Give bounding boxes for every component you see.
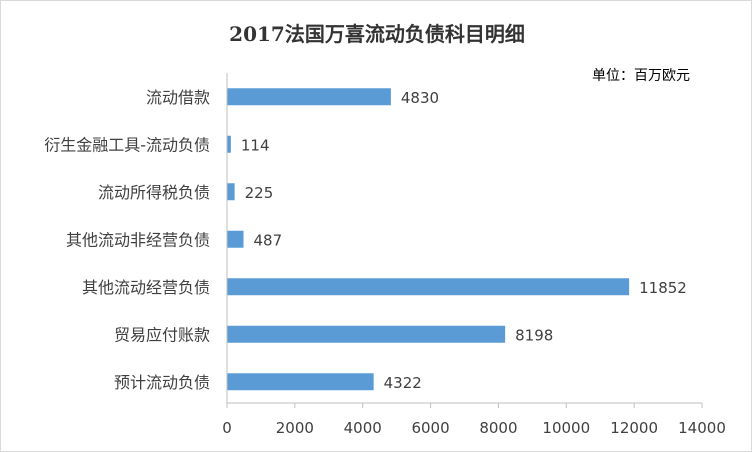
data-labels-group: 4830 114 225 487 11852 8198 4322 [241,89,687,392]
bar [227,373,374,391]
x-tick-label: 4000 [344,419,382,437]
bar [227,183,235,201]
bar [227,88,391,106]
category-label: 预计流动负债 [114,373,210,392]
x-axis: 0 2000 4000 6000 8000 10000 12000 14000 [222,73,726,437]
category-label: 其他流动经营负债 [82,278,210,297]
category-label: 贸易应付账款 [114,325,210,344]
x-tick-label: 0 [222,419,232,437]
unit-note: 单位：百万欧元 [592,68,690,84]
x-tick-label: 2000 [276,419,314,437]
x-tick-label: 14000 [678,419,726,437]
category-label: 衍生金融工具-流动负债 [44,135,210,154]
data-label: 225 [245,184,274,202]
bar [227,325,506,343]
x-tick-label: 10000 [542,419,590,437]
chart-title: 2017法国万喜流动负债科目明细 [229,22,525,46]
data-label: 4830 [401,89,439,107]
category-label: 流动借款 [146,88,210,107]
category-label: 其他流动非经营负债 [66,230,210,249]
data-label: 8198 [515,326,553,344]
x-tick-label: 6000 [411,419,449,437]
bar [227,135,231,153]
x-tick-label: 8000 [479,419,517,437]
category-labels-group: 流动借款衍生金融工具-流动负债流动所得税负债其他流动非经营负债其他流动经营负债贸… [44,88,210,392]
data-label: 114 [241,136,270,154]
category-label: 流动所得税负债 [98,183,210,202]
data-label: 487 [254,231,283,249]
bar [227,230,244,248]
data-label: 4322 [384,374,422,392]
bar [227,278,630,296]
x-tick-label: 12000 [610,419,658,437]
data-label: 11852 [639,279,687,297]
bars-group [227,88,630,391]
